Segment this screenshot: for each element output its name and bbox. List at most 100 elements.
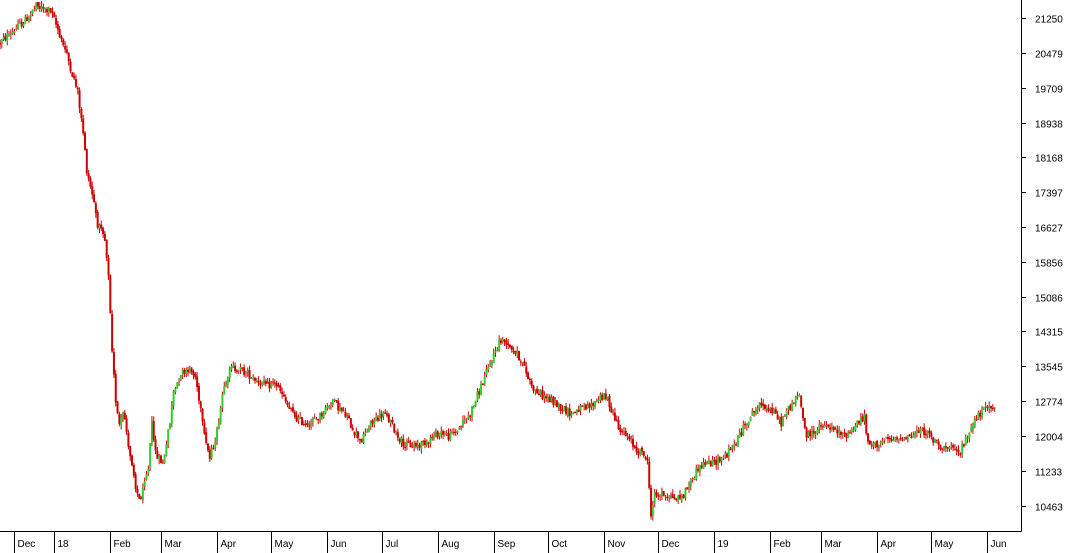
candle-body [329, 404, 332, 406]
candle-body [968, 432, 971, 438]
candle-body [856, 420, 859, 425]
candle-body [720, 458, 723, 461]
candle-body [740, 432, 743, 436]
candle-body [505, 340, 508, 345]
candle-body [498, 339, 501, 350]
candle-body [666, 497, 669, 499]
candle-body [733, 444, 736, 446]
candle-body [514, 350, 517, 354]
candle-body [706, 463, 709, 465]
candle-body [127, 432, 130, 447]
candle-body [205, 432, 208, 443]
candle-body [100, 224, 103, 229]
candle-body [281, 391, 284, 395]
candle-body [648, 461, 651, 488]
candle-body [31, 9, 34, 14]
candle-body [71, 72, 74, 77]
candle-body [626, 436, 629, 438]
candle-body [456, 431, 459, 433]
candle-body [339, 407, 341, 412]
candle-body [169, 423, 171, 429]
candle-body [586, 405, 589, 409]
candle-body [695, 468, 698, 479]
candle-body [443, 433, 446, 435]
candle-body [344, 411, 347, 418]
candle-body [217, 422, 220, 429]
candle-body [554, 401, 557, 404]
candle-body [56, 24, 59, 30]
candle-body [843, 432, 846, 434]
candle-body [299, 416, 302, 418]
candle-body [138, 493, 141, 499]
candle-body [295, 415, 298, 422]
candle-body [892, 439, 895, 441]
candle-body [509, 344, 511, 348]
candle-body [467, 414, 470, 419]
x-axis: Dec 18 Feb Mar Apr May Jun Jul Aug Sep Oct Nov Dec 19… [14, 531, 1007, 553]
candle-body [159, 455, 162, 463]
candle-body [570, 413, 573, 416]
candle-body [230, 366, 233, 370]
candle-body [194, 373, 197, 378]
candle-body [827, 424, 830, 427]
candle-body [612, 412, 615, 414]
candle-body [304, 423, 307, 425]
candle-body [270, 382, 273, 388]
candle-body [210, 448, 213, 459]
candle-body [165, 444, 168, 457]
candle-body [36, 1, 39, 7]
candle-body [427, 442, 430, 444]
candle-body [420, 441, 423, 449]
candle-body [910, 436, 913, 439]
candle-body [454, 431, 457, 433]
candle-body [152, 420, 155, 440]
candle-body [698, 465, 701, 472]
y-tick-label: 18168 [1035, 154, 1063, 165]
candle-body [749, 417, 752, 422]
candle-body [483, 376, 486, 385]
candle-body [463, 419, 466, 421]
candle-body [2, 36, 5, 40]
candle-body [85, 149, 88, 174]
candle-body [158, 455, 161, 460]
candle-body [946, 447, 949, 449]
candle-body [722, 456, 725, 458]
candle-body [794, 396, 797, 404]
x-tick-label: Dec [662, 539, 680, 550]
candle-body [597, 399, 600, 402]
candle-body [865, 414, 868, 434]
candle-body [950, 445, 953, 447]
candle-body [382, 412, 385, 417]
candle-body [35, 3, 38, 9]
candle-body [38, 6, 41, 9]
candle-body [490, 362, 493, 365]
candle-body [610, 406, 613, 413]
candle-body [49, 8, 52, 12]
candle-body [489, 363, 492, 366]
candle-body [422, 440, 425, 442]
candle-body [988, 406, 991, 410]
candle-body [293, 411, 296, 417]
candle-body [418, 444, 421, 448]
candle-body [80, 108, 83, 118]
candle-body [915, 430, 918, 434]
y-tick-label: 11233 [1035, 468, 1063, 479]
candle-body [163, 454, 166, 464]
candle-body [764, 404, 766, 409]
candle-body [650, 488, 653, 517]
candle-body [494, 350, 497, 353]
candle-body [718, 457, 721, 462]
candle-body [111, 313, 114, 352]
candle-body [404, 446, 407, 448]
candle-body [624, 431, 627, 437]
candle-body [955, 449, 958, 451]
candle-body [818, 424, 821, 430]
candle-body [599, 394, 602, 401]
candle-body [369, 421, 372, 428]
candle-body [326, 405, 329, 409]
candle-body [243, 367, 246, 375]
candle-body [20, 21, 23, 27]
candle-body [921, 428, 924, 430]
candle-body [322, 413, 325, 418]
candle-body [387, 414, 390, 423]
